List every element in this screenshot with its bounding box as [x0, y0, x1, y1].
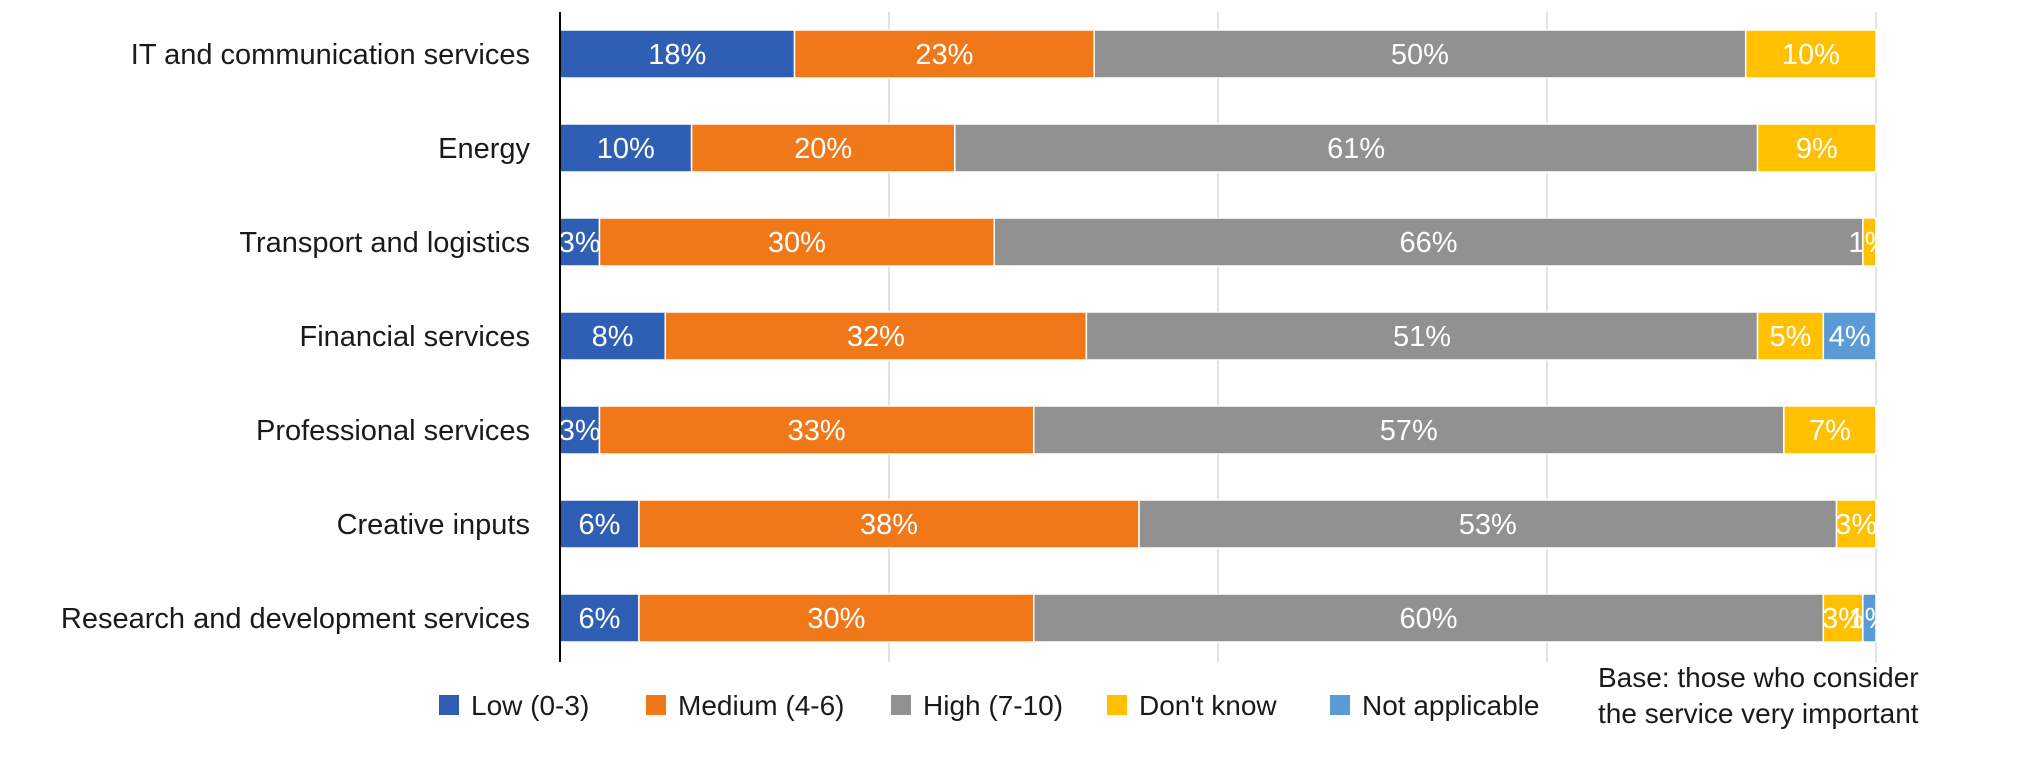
data-label-research-and-development-services-low-0-3: 6%: [579, 603, 621, 635]
data-label-transport-and-logistics-low-0-3: 3%: [559, 227, 601, 259]
category-labels: IT and communication services Energy Trans…: [61, 39, 531, 635]
bar-financial-services-high-7-10: [1085, 311, 1759, 361]
data-label-research-and-development-services-high-7-10: 60%: [1400, 603, 1458, 635]
bar-financial-services-don-t-know: [1756, 311, 1825, 361]
data-label-transport-and-logistics-high-7-10: 66%: [1400, 227, 1458, 259]
category-label-professional-services: Professional services: [256, 415, 530, 447]
data-label-research-and-development-services-not-applicable: 1%: [1848, 603, 1890, 635]
data-label-financial-services-not-applicable: 4%: [1829, 321, 1871, 353]
legend-swatch-not-applicable: [1330, 695, 1350, 715]
category-label-transport-and-logistics: Transport and logistics: [239, 227, 530, 259]
data-label-it-and-communication-services-low-0-3: 18%: [648, 39, 706, 71]
legend-swatch-high-7-10: [891, 695, 911, 715]
legend-label-don-t-know: Don't know: [1139, 690, 1277, 721]
category-label-financial-services: Financial services: [300, 321, 530, 353]
data-label-energy-medium-4-6: 20%: [794, 133, 852, 165]
data-label-creative-inputs-don-t-know: 3%: [1835, 509, 1877, 541]
legend-label-medium-4-6: Medium (4-6): [678, 690, 844, 721]
category-label-energy: Energy: [438, 133, 530, 165]
data-label-financial-services-high-7-10: 51%: [1393, 321, 1451, 353]
bar-professional-services-high-7-10: [1033, 405, 1785, 455]
category-label-research-and-development-services: Research and development services: [61, 603, 530, 635]
bar-it-and-communication-services-low-0-3: [559, 29, 796, 79]
bar-financial-services-medium-4-6: [664, 311, 1088, 361]
category-label-it-and-communication-services: IT and communication services: [131, 39, 530, 71]
data-label-professional-services-high-7-10: 57%: [1380, 415, 1438, 447]
data-label-energy-don-t-know: 9%: [1796, 133, 1838, 165]
base-note: Base: those who consider the service ver…: [1598, 662, 1919, 729]
bar-creative-inputs-medium-4-6: [638, 499, 1140, 549]
bar-financial-services-not-applicable: [1822, 311, 1877, 361]
bar-transport-and-logistics-don-t-know: [1862, 217, 1877, 267]
data-label-transport-and-logistics-don-t-know: 1%: [1848, 227, 1890, 259]
bar-professional-services-low-0-3: [559, 405, 601, 455]
data-label-financial-services-don-t-know: 5%: [1769, 321, 1811, 353]
bar-transport-and-logistics-low-0-3: [559, 217, 601, 267]
bar-creative-inputs-high-7-10: [1138, 499, 1838, 549]
data-label-professional-services-medium-4-6: 33%: [788, 415, 846, 447]
bar-professional-services-don-t-know: [1783, 405, 1877, 455]
bar-transport-and-logistics-high-7-10: [993, 217, 1864, 267]
legend-swatch-medium-4-6: [646, 695, 666, 715]
legend-label-high-7-10: High (7-10): [923, 690, 1063, 721]
legend-label-low-0-3: Low (0-3): [471, 690, 589, 721]
bar-energy-medium-4-6: [690, 123, 956, 173]
bar-transport-and-logistics-medium-4-6: [598, 217, 996, 267]
bar-it-and-communication-services-medium-4-6: [793, 29, 1095, 79]
data-label-energy-high-7-10: 61%: [1327, 133, 1385, 165]
bar-it-and-communication-services-don-t-know: [1744, 29, 1877, 79]
data-label-professional-services-don-t-know: 7%: [1809, 415, 1851, 447]
data-label-creative-inputs-medium-4-6: 38%: [860, 509, 918, 541]
data-label-it-and-communication-services-don-t-know: 10%: [1782, 39, 1840, 71]
bar-research-and-development-services-low-0-3: [559, 593, 640, 643]
data-label-financial-services-medium-4-6: 32%: [847, 321, 905, 353]
legend-label-not-applicable: Not applicable: [1362, 690, 1539, 721]
legend: Low (0-3) Medium (4-6) High (7-10) Don't kn…: [439, 690, 1539, 721]
bar-research-and-development-services-not-applicable: [1862, 593, 1877, 643]
legend-swatch-low-0-3: [439, 695, 459, 715]
bar-professional-services-medium-4-6: [598, 405, 1035, 455]
bar-energy-don-t-know: [1756, 123, 1877, 173]
legend-swatch-don-t-know: [1107, 695, 1127, 715]
data-label-energy-low-0-3: 10%: [597, 133, 655, 165]
data-label-transport-and-logistics-medium-4-6: 30%: [768, 227, 826, 259]
data-label-research-and-development-services-don-t-know: 3%: [1822, 603, 1864, 635]
data-label-financial-services-low-0-3: 8%: [592, 321, 634, 353]
bar-financial-services-low-0-3: [559, 311, 667, 361]
bar-research-and-development-services-high-7-10: [1033, 593, 1825, 643]
data-label-creative-inputs-low-0-3: 6%: [579, 509, 621, 541]
bar-creative-inputs-don-t-know: [1835, 499, 1877, 549]
data-label-it-and-communication-services-high-7-10: 50%: [1391, 39, 1449, 71]
data-label-creative-inputs-high-7-10: 53%: [1459, 509, 1517, 541]
bar-it-and-communication-services-high-7-10: [1093, 29, 1747, 79]
data-label-professional-services-low-0-3: 3%: [559, 415, 601, 447]
bar-research-and-development-services-don-t-know: [1822, 593, 1864, 643]
data-label-research-and-development-services-medium-4-6: 30%: [807, 603, 865, 635]
bar-energy-high-7-10: [954, 123, 1759, 173]
bars: 18% 23% 50% 10% 10% 20% 61% 9% 3% 30% 66% 1% 8% 32% 51…: [559, 29, 1890, 643]
data-label-it-and-communication-services-medium-4-6: 23%: [915, 39, 973, 71]
category-label-creative-inputs: Creative inputs: [337, 509, 530, 541]
